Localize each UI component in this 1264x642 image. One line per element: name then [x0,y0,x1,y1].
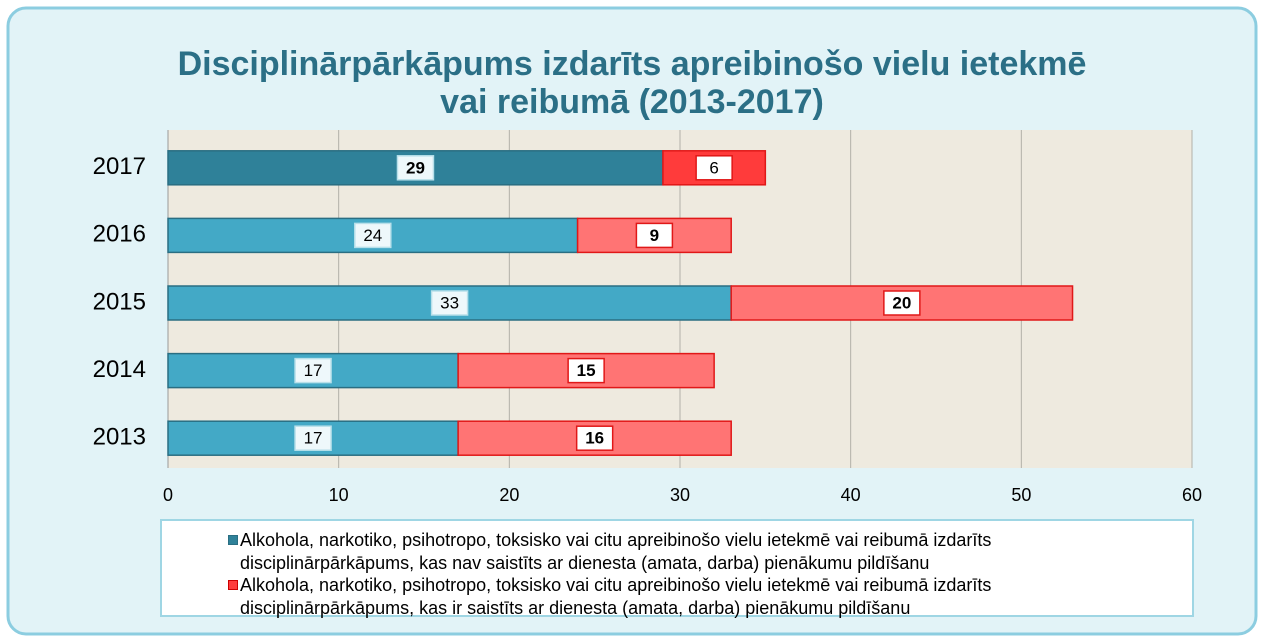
x-tick-label: 0 [163,485,173,505]
data-label: 6 [709,158,718,177]
data-label-box [294,425,332,451]
x-tick-label: 10 [329,485,349,505]
legend-entry: Alkohola, narkotiko, psihotropo, toksisk… [228,529,1192,574]
data-label: 16 [585,429,604,448]
y-tick-label: 2013 [93,424,146,451]
legend-label: Alkohola, narkotiko, psihotropo, toksisk… [240,530,992,573]
legend-swatch [228,580,238,590]
data-label-box [883,290,921,316]
legend-swatch [228,535,238,545]
data-label: 17 [304,429,323,448]
chart-title: Disciplinārpārkāpums izdarīts apreibinoš… [178,45,1087,121]
data-label-box [695,155,733,181]
legend: Alkohola, narkotiko, psihotropo, toksisk… [160,519,1194,619]
data-label-box [575,425,614,451]
x-tick-label: 20 [499,485,519,505]
data-label-box [354,222,392,249]
x-tick-label: 40 [841,485,861,505]
y-tick-label: 2017 [93,153,146,180]
data-label: 9 [650,226,659,245]
data-label-box [396,155,435,181]
data-label: 24 [363,226,382,245]
data-label: 15 [577,361,596,380]
y-tick-label: 2015 [93,288,146,315]
data-label: 20 [892,293,911,312]
legend-entry: Alkohola, narkotiko, psihotropo, toksisk… [228,574,1192,619]
y-tick-label: 2014 [93,356,146,383]
x-tick-label: 30 [670,485,690,505]
x-tick-label: 60 [1182,485,1202,505]
legend-label: Alkohola, narkotiko, psihotropo, toksisk… [240,575,992,618]
data-label: 29 [406,158,425,177]
data-label: 17 [304,361,323,380]
data-label: 33 [440,293,459,312]
y-tick-label: 2016 [93,221,146,248]
data-label-box [294,357,332,384]
data-label-box [430,290,469,316]
data-label-box [567,357,605,384]
data-label-box [635,222,674,249]
x-tick-label: 50 [1011,485,1031,505]
